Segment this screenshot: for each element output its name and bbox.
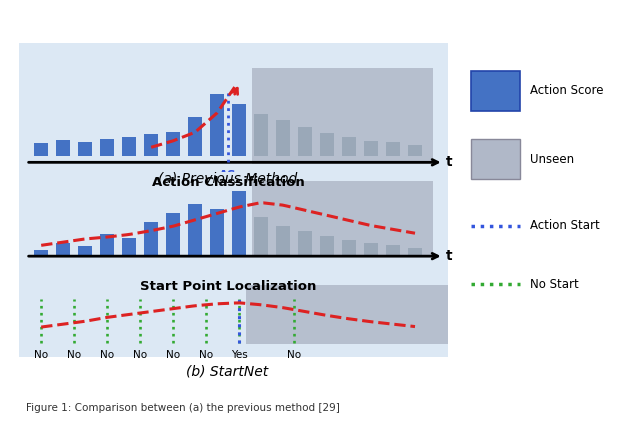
Bar	[298, 127, 312, 156]
Text: Unseen: Unseen	[531, 153, 575, 166]
Bar	[78, 142, 92, 156]
Bar	[470, 71, 520, 111]
Text: No Start: No Start	[531, 278, 579, 291]
Bar	[78, 246, 92, 255]
Bar	[232, 104, 246, 156]
Text: Figure 1: Comparison between (a) the previous method [29]: Figure 1: Comparison between (a) the pre…	[26, 403, 339, 413]
Bar	[35, 143, 48, 156]
Bar	[166, 213, 180, 255]
Bar	[342, 137, 356, 156]
Bar	[276, 120, 290, 156]
Bar	[364, 243, 378, 255]
Bar	[100, 138, 114, 156]
Text: Yes: Yes	[231, 350, 248, 360]
Text: Action Classification: Action Classification	[152, 176, 305, 189]
Bar	[408, 144, 422, 156]
Bar	[342, 240, 356, 255]
Bar	[145, 134, 158, 156]
Text: No: No	[67, 350, 81, 360]
Bar	[320, 133, 334, 156]
Text: No: No	[34, 350, 48, 360]
Bar	[56, 140, 70, 156]
Text: (b) StartNet: (b) StartNet	[186, 365, 268, 379]
Bar	[122, 238, 136, 255]
Text: No: No	[133, 350, 147, 360]
Text: t: t	[446, 249, 452, 263]
Text: No: No	[100, 350, 114, 360]
Text: AS: AS	[220, 169, 237, 182]
Bar	[320, 236, 334, 255]
Bar	[254, 217, 268, 255]
Text: Action Score: Action Score	[531, 84, 604, 98]
Bar	[100, 234, 114, 255]
Bar	[145, 222, 158, 255]
Bar	[232, 191, 246, 255]
Bar	[35, 250, 48, 255]
Bar	[252, 68, 433, 165]
Bar	[408, 248, 422, 255]
Bar	[386, 142, 400, 156]
Bar	[211, 94, 224, 156]
Bar	[276, 226, 290, 255]
Text: No: No	[199, 350, 213, 360]
Bar	[470, 139, 520, 179]
Bar	[188, 117, 202, 156]
Bar	[188, 204, 202, 255]
Text: Action Start: Action Start	[531, 219, 600, 232]
Bar	[386, 246, 400, 255]
Bar	[298, 230, 312, 255]
Text: No: No	[166, 350, 180, 360]
Bar	[252, 181, 433, 258]
Bar	[122, 137, 136, 156]
Bar	[56, 243, 70, 255]
Bar	[246, 286, 450, 344]
Bar	[254, 114, 268, 156]
Bar	[211, 209, 224, 255]
Text: No: No	[287, 350, 301, 360]
Text: Start Point Localization: Start Point Localization	[140, 280, 316, 293]
Text: t: t	[446, 155, 452, 169]
Text: (a) Previous Method: (a) Previous Method	[157, 172, 297, 185]
Bar	[364, 141, 378, 156]
Bar	[166, 132, 180, 156]
